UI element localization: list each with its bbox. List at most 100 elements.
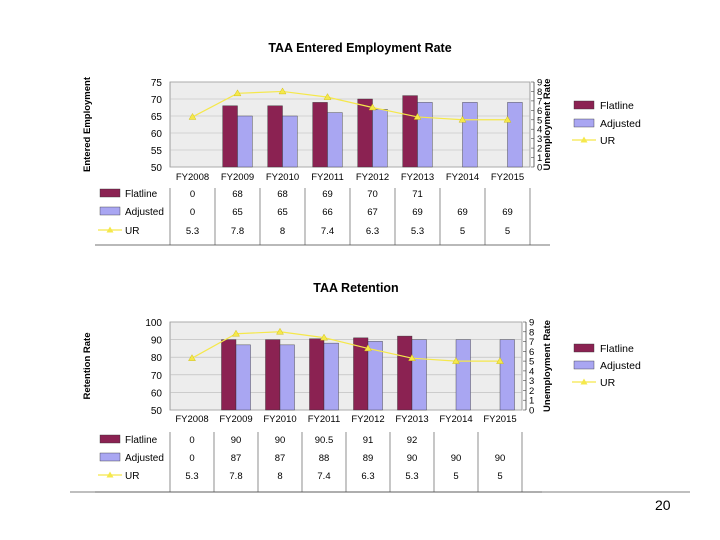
y-tick-label: 100 (145, 318, 162, 329)
ur-line (191, 331, 500, 362)
table-key-marker (106, 471, 114, 478)
table-cell: 90 (231, 435, 242, 446)
table-cell: 70 (367, 189, 378, 200)
ur-point (364, 344, 372, 352)
table-cell: 90 (275, 435, 286, 446)
y-axis-title: Retention Rate (82, 332, 93, 399)
table-row-label: Adjusted (125, 453, 164, 464)
bar-adjusted (372, 108, 388, 168)
category-label: FY2013 (395, 414, 428, 425)
y-tick-label: 55 (151, 146, 163, 157)
legend-swatch (573, 343, 595, 353)
table-cell: 90 (407, 453, 418, 464)
y2-tick-label: 3 (537, 134, 542, 145)
ur-point (188, 354, 196, 361)
table-row-label: UR (125, 471, 139, 482)
y2-tick-label: 6 (537, 106, 542, 117)
ur-point (320, 333, 328, 341)
bar-adjusted (279, 344, 295, 411)
category-label: FY2015 (491, 172, 524, 183)
category-label: FY2009 (221, 172, 254, 183)
bar-flatline (309, 338, 325, 411)
table-cell: 8 (280, 226, 285, 237)
bar-flatline (222, 105, 238, 168)
table-cell: 5.3 (185, 471, 198, 482)
table-cell: 69 (322, 189, 333, 200)
ur-point (323, 93, 332, 100)
table-key-swatch (99, 188, 121, 198)
y2-tick-label: 0 (529, 406, 534, 417)
table-cell: 90.5 (315, 435, 334, 446)
y-tick-label: 60 (151, 388, 163, 399)
employment-rate-chart: TAA Entered Employment Rate5055606570750… (82, 41, 641, 246)
table-cell: 0 (189, 435, 194, 446)
y2-tick-label: 0 (537, 163, 542, 174)
ur-point (278, 87, 287, 95)
page-number: 20 (655, 497, 671, 513)
ur-point (458, 115, 467, 123)
table-key-swatch (99, 452, 121, 462)
y2-tick-label: 1 (537, 153, 542, 164)
legend-label: UR (600, 377, 616, 389)
y-tick-label: 70 (151, 95, 163, 106)
category-label: FY2012 (356, 172, 389, 183)
bar-adjusted (507, 102, 523, 168)
table-cell: 68 (277, 189, 288, 200)
ur-line (192, 90, 508, 121)
legend-label: Flatline (600, 100, 634, 112)
table-cell: 0 (190, 189, 195, 200)
table-cell: 87 (231, 453, 242, 464)
y2-tick-label: 2 (537, 144, 542, 155)
ur-point (233, 89, 242, 97)
y2-tick-label: 3 (529, 376, 534, 387)
category-label: FY2011 (311, 172, 344, 183)
table-cell: 65 (277, 207, 288, 218)
table-cell: 92 (407, 435, 418, 446)
category-label: FY2014 (439, 414, 472, 425)
bar-adjusted (282, 115, 298, 168)
category-label: FY2015 (483, 414, 516, 425)
retention-chart: TAA Retention50607080901000123456789Rete… (70, 281, 690, 493)
bar-adjusted (367, 341, 383, 411)
y2-axis-title: Unemployment Rate (542, 79, 553, 171)
table-cell: 66 (322, 207, 333, 218)
ur-point (503, 115, 512, 123)
table-key-marker (106, 226, 114, 233)
y-tick-label: 75 (151, 78, 163, 89)
y2-axis-title: Unemployment Rate (542, 320, 553, 412)
table-cell: 7.4 (317, 471, 330, 482)
y2-tick-label: 8 (537, 87, 542, 98)
category-label: FY2010 (266, 172, 299, 183)
y2-tick-label: 4 (529, 366, 534, 377)
legend-label: Adjusted (600, 360, 641, 372)
bar-adjusted (327, 112, 343, 168)
y-tick-label: 50 (151, 163, 163, 174)
chart-title: TAA Entered Employment Rate (268, 41, 451, 55)
table-cell: 5.3 (411, 226, 424, 237)
y-tick-label: 80 (151, 353, 163, 364)
y-tick-label: 60 (151, 129, 163, 140)
category-label: FY2009 (219, 414, 252, 425)
y2-tick-label: 9 (537, 78, 542, 89)
table-cell: 0 (189, 453, 194, 464)
bar-adjusted (455, 339, 471, 411)
y2-tick-label: 7 (529, 337, 534, 348)
table-row-label: Flatline (125, 435, 158, 446)
table-cell: 90 (495, 453, 506, 464)
bar-adjusted (323, 342, 339, 411)
legend-swatch (573, 100, 595, 110)
table-cell: 7.8 (229, 471, 242, 482)
ur-point (368, 103, 377, 111)
y2-tick-label: 8 (529, 327, 534, 338)
table-cell: 5 (453, 471, 458, 482)
legend-label: UR (600, 135, 616, 147)
y2-tick-label: 4 (537, 125, 542, 136)
table-row-label: Adjusted (125, 207, 164, 218)
bar-adjusted (417, 102, 433, 168)
table-cell: 88 (319, 453, 330, 464)
ur-point (413, 113, 422, 120)
bar-adjusted (411, 339, 427, 411)
bar-adjusted (237, 115, 253, 168)
table-cell: 6.3 (361, 471, 374, 482)
table-cell: 5 (505, 226, 510, 237)
